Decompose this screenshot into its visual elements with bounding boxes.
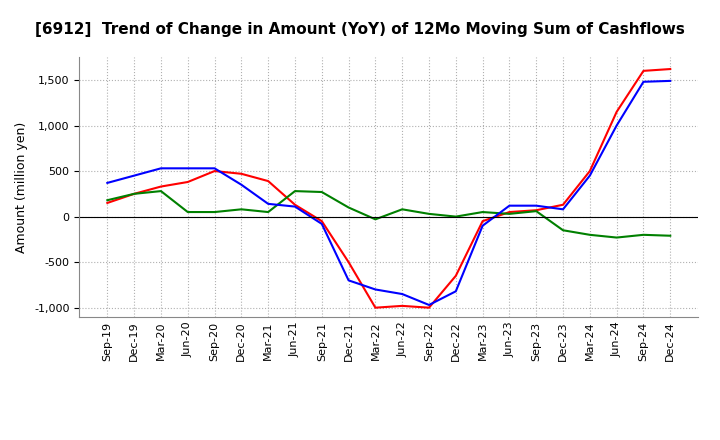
Operating Cashflow bbox=[612, 109, 621, 114]
Free Cashflow bbox=[210, 166, 219, 171]
Free Cashflow bbox=[425, 302, 433, 308]
Investing Cashflow bbox=[505, 211, 514, 216]
Investing Cashflow bbox=[130, 191, 138, 197]
Investing Cashflow bbox=[264, 209, 272, 215]
Investing Cashflow bbox=[237, 207, 246, 212]
Line: Investing Cashflow: Investing Cashflow bbox=[107, 191, 670, 238]
Line: Operating Cashflow: Operating Cashflow bbox=[107, 69, 670, 308]
Operating Cashflow bbox=[184, 180, 192, 185]
Free Cashflow bbox=[237, 182, 246, 187]
Operating Cashflow bbox=[291, 202, 300, 207]
Investing Cashflow bbox=[103, 198, 112, 203]
Free Cashflow bbox=[559, 207, 567, 212]
Free Cashflow bbox=[157, 166, 166, 171]
Free Cashflow bbox=[639, 79, 648, 84]
Operating Cashflow bbox=[130, 191, 138, 197]
Operating Cashflow bbox=[532, 208, 541, 213]
Operating Cashflow bbox=[318, 219, 326, 224]
Operating Cashflow bbox=[666, 66, 675, 72]
Operating Cashflow bbox=[157, 184, 166, 189]
Free Cashflow bbox=[318, 221, 326, 227]
Operating Cashflow bbox=[371, 305, 379, 310]
Investing Cashflow bbox=[344, 205, 353, 210]
Free Cashflow bbox=[130, 173, 138, 178]
Investing Cashflow bbox=[210, 209, 219, 215]
Operating Cashflow bbox=[237, 171, 246, 176]
Investing Cashflow bbox=[532, 209, 541, 214]
Free Cashflow bbox=[291, 204, 300, 209]
Operating Cashflow bbox=[559, 202, 567, 207]
Investing Cashflow bbox=[639, 232, 648, 238]
Free Cashflow bbox=[103, 180, 112, 186]
Line: Free Cashflow: Free Cashflow bbox=[107, 81, 670, 305]
Free Cashflow bbox=[344, 278, 353, 283]
Investing Cashflow bbox=[157, 188, 166, 194]
Operating Cashflow bbox=[103, 200, 112, 205]
Free Cashflow bbox=[264, 201, 272, 206]
Operating Cashflow bbox=[210, 169, 219, 174]
Investing Cashflow bbox=[371, 216, 379, 222]
Operating Cashflow bbox=[639, 68, 648, 73]
Investing Cashflow bbox=[478, 209, 487, 215]
Operating Cashflow bbox=[505, 209, 514, 215]
Free Cashflow bbox=[478, 223, 487, 228]
Free Cashflow bbox=[612, 123, 621, 128]
Operating Cashflow bbox=[585, 169, 594, 174]
Operating Cashflow bbox=[398, 303, 407, 308]
Investing Cashflow bbox=[398, 207, 407, 212]
Operating Cashflow bbox=[425, 305, 433, 310]
Free Cashflow bbox=[451, 289, 460, 294]
Investing Cashflow bbox=[666, 233, 675, 238]
Free Cashflow bbox=[371, 287, 379, 292]
Investing Cashflow bbox=[318, 189, 326, 194]
Investing Cashflow bbox=[451, 214, 460, 219]
Operating Cashflow bbox=[344, 260, 353, 265]
Investing Cashflow bbox=[291, 188, 300, 194]
Text: [6912]  Trend of Change in Amount (YoY) of 12Mo Moving Sum of Cashflows: [6912] Trend of Change in Amount (YoY) o… bbox=[35, 22, 685, 37]
Free Cashflow bbox=[585, 173, 594, 178]
Operating Cashflow bbox=[264, 179, 272, 184]
Y-axis label: Amount (million yen): Amount (million yen) bbox=[15, 121, 28, 253]
Investing Cashflow bbox=[585, 232, 594, 238]
Investing Cashflow bbox=[559, 227, 567, 233]
Investing Cashflow bbox=[425, 211, 433, 216]
Operating Cashflow bbox=[451, 273, 460, 279]
Operating Cashflow bbox=[478, 219, 487, 224]
Free Cashflow bbox=[532, 203, 541, 208]
Free Cashflow bbox=[666, 78, 675, 84]
Free Cashflow bbox=[505, 203, 514, 208]
Investing Cashflow bbox=[184, 209, 192, 215]
Free Cashflow bbox=[398, 291, 407, 297]
Free Cashflow bbox=[184, 166, 192, 171]
Investing Cashflow bbox=[612, 235, 621, 240]
